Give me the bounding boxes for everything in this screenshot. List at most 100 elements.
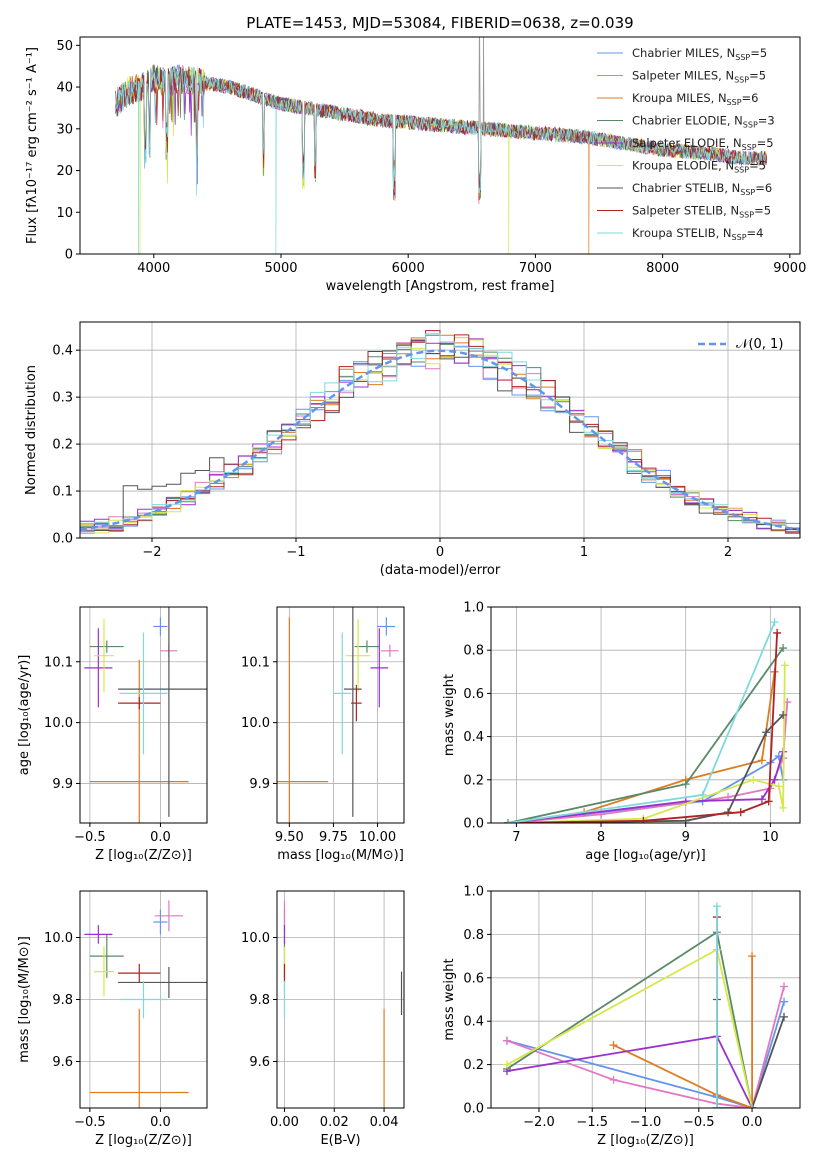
- weight-line-kroupa_elodie: [507, 665, 786, 823]
- weight-marker-kroupa_stelib: [770, 618, 779, 627]
- x-axis-label: Z [log₁₀(Z/Z⊙)]: [95, 848, 192, 863]
- x-tick-label: 9.75: [319, 830, 348, 845]
- weight-marker-salpeter_miles: [780, 982, 789, 991]
- weight-marker-chabrier_stelib: [780, 1012, 789, 1021]
- y-tick-label: 20: [56, 164, 73, 179]
- legend-entry: Chabrier ELODIE, NSSP=3: [632, 114, 775, 130]
- x-axis-label: wavelength [Angstrom, rest frame]: [326, 279, 555, 294]
- legend-text-main: Chabrier ELODIE, N: [632, 114, 743, 128]
- legend-text-tail: =5: [757, 136, 774, 150]
- weight-marker-kroupa_miles: [757, 756, 766, 765]
- legend-subscript: SSP: [734, 76, 749, 85]
- weight-marker-kroupa_elodie: [749, 775, 758, 784]
- y-tick-label: 9.8: [52, 993, 73, 1008]
- x-axis-label: E(B-V): [320, 1133, 360, 1148]
- chart-title: PLATE=1453, MJD=53084, FIBERID=0638, z=0…: [246, 14, 633, 32]
- gaussian-curve: [80, 349, 800, 532]
- x-tick-label: −0.5: [74, 830, 106, 845]
- spectrum-frame: [79, 36, 801, 255]
- y-tick-label: 9.9: [52, 777, 73, 792]
- emission-line-spike: [482, 37, 485, 129]
- y-tick-label: 10.0: [241, 716, 270, 731]
- y-axis-label: mass weight: [442, 674, 457, 756]
- legend-entry: Salpeter ELODIE, NSSP=5: [632, 136, 774, 152]
- y-axis-label: Normed distribution: [24, 365, 39, 495]
- y-tick-label: 10.1: [44, 655, 73, 670]
- legend-text-tail: =6: [755, 181, 772, 195]
- y-tick-label: 1.0: [463, 601, 484, 616]
- legend-subscript: SSP: [740, 188, 755, 197]
- weight-marker-kroupa_stelib: [503, 819, 512, 823]
- x-tick-label: 2: [724, 545, 732, 560]
- weight-marker-kroupa_stelib: [698, 790, 707, 799]
- weight-line-salpeter_miles: [507, 701, 789, 823]
- legend-subscript: SSP: [734, 166, 749, 175]
- residuals-frame: [79, 321, 801, 539]
- spectrum-line-chabrier_elodie: [115, 65, 768, 201]
- legend-entry: Chabrier MILES, NSSP=5: [632, 46, 767, 62]
- weight-line-chabrier_miles: [506, 1001, 785, 1108]
- y-axis-label: mass weight: [442, 958, 457, 1040]
- x-tick-label: 8: [597, 830, 605, 845]
- x-tick-label: 0.00: [270, 1115, 299, 1130]
- weight-marker-salpeter_miles: [502, 1036, 511, 1045]
- x-tick-label: 0.0: [742, 1115, 763, 1130]
- x-tick-label: 7: [512, 830, 520, 845]
- legend-text-main: Chabrier MILES, N: [632, 46, 735, 60]
- weight-marker-salpeter_stelib: [764, 797, 773, 806]
- x-tick-label: −1: [286, 545, 305, 560]
- legend-subscript: SSP: [739, 211, 754, 220]
- y-axis-label: mass [log₁₀(M/M⊙)]: [17, 936, 32, 1063]
- x-axis-label: Z [log₁₀(Z/Z⊙)]: [597, 1133, 694, 1148]
- weight-line-chabrier_elodie: [507, 647, 784, 823]
- x-axis-label: (data-model)/error: [380, 563, 501, 578]
- y-tick-label: 50: [56, 39, 73, 54]
- legend-text-tail: =6: [742, 91, 759, 105]
- age_vs_mass-frame: [276, 606, 405, 824]
- y-tick-label: 0.6: [463, 687, 484, 702]
- legend-text-main: Kroupa ELODIE, N: [632, 159, 734, 173]
- x-tick-label: −0.5: [683, 1115, 715, 1130]
- x-tick-label: 4000: [137, 261, 170, 276]
- x-tick-label: −2: [142, 545, 161, 560]
- legend-subscript: SSP: [727, 98, 742, 107]
- y-tick-label: 9.8: [249, 993, 270, 1008]
- y-tick-label: 40: [56, 81, 73, 96]
- y-tick-label: 0: [65, 248, 73, 263]
- x-tick-label: 0.0: [150, 1115, 171, 1130]
- histogram-kroupa_stelib: [80, 333, 800, 530]
- y-tick-label: 0.8: [463, 644, 484, 659]
- legend-text-tail: =5: [750, 46, 767, 60]
- y-tick-label: 0.0: [52, 532, 73, 547]
- weight_vs_Z-axes: [487, 890, 800, 1112]
- legend-entry: Kroupa STELIB, NSSP=4: [632, 226, 763, 242]
- weight-marker-chabrier_elodie: [779, 644, 788, 653]
- x-tick-label: 6000: [392, 261, 425, 276]
- weight-marker-chabrier_stelib: [762, 728, 771, 737]
- legend-text-main: Salpeter STELIB, N: [632, 204, 739, 218]
- x-tick-label: −1.0: [630, 1115, 662, 1130]
- y-tick-label: 9.6: [249, 1055, 270, 1070]
- y-tick-label: 9.9: [249, 777, 270, 792]
- legend-text-tail: =5: [749, 159, 766, 173]
- x-tick-label: 9: [682, 830, 690, 845]
- weight-line-chabrier_stelib: [716, 999, 785, 1108]
- weight-marker-salpeter_miles: [609, 1075, 618, 1084]
- weight-marker-chabrier_stelib: [681, 816, 690, 823]
- legend-entry: Salpeter MILES, NSSP=5: [632, 69, 766, 85]
- weight-marker-salpeter_elodie: [770, 775, 779, 784]
- weight-marker-chabrier_stelib: [779, 711, 788, 719]
- y-tick-label: 10.0: [241, 931, 270, 946]
- mass_vs_Z-frame: [79, 890, 208, 1109]
- residuals-axes: [76, 322, 800, 542]
- weight-marker-kroupa_miles: [609, 1041, 618, 1050]
- y-tick-label: 0.8: [463, 928, 484, 943]
- weight-marker-kroupa_elodie: [780, 661, 789, 670]
- y-axis-label: age [log₁₀(age/yr)]: [17, 655, 32, 776]
- x-tick-label: 1: [580, 545, 588, 560]
- weight-marker-kroupa_stelib: [712, 902, 721, 911]
- weight-line-kroupa_miles: [613, 956, 753, 1108]
- spectrum-axes: [76, 44, 791, 258]
- spectrum-line-kroupa_stelib: [115, 66, 767, 254]
